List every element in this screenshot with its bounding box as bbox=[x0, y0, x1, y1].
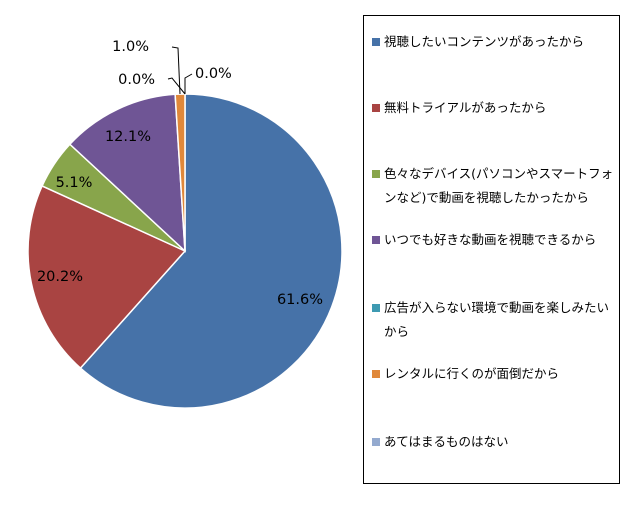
pie-slices bbox=[27, 93, 343, 409]
data-label: 61.6% bbox=[277, 292, 323, 308]
data-label: 20.2% bbox=[37, 269, 83, 285]
data-label: 0.0% bbox=[118, 72, 155, 88]
legend-swatch bbox=[372, 170, 380, 178]
leader-line bbox=[184, 73, 193, 94]
leader-lines bbox=[167, 46, 193, 95]
pie-slice bbox=[68, 93, 186, 253]
data-label: 1.0% bbox=[112, 39, 149, 55]
legend: 視聴したいコンテンツがあったから 無料トライアルがあったから 色々なデバイス(パ… bbox=[363, 15, 620, 484]
legend-item: 無料トライアルがあったから bbox=[372, 96, 616, 120]
data-label: 0.0% bbox=[195, 66, 232, 82]
legend-item: あてはまるものはない bbox=[372, 430, 616, 454]
legend-label: 視聴したいコンテンツがあったから bbox=[384, 34, 585, 49]
legend-swatch bbox=[372, 104, 380, 112]
legend-label: いつでも好きな動画を視聴できるから bbox=[384, 232, 597, 247]
legend-item: 広告が入らない環境で動画を楽しみたいから bbox=[372, 296, 616, 344]
legend-item: 色々なデバイス(パソコンやスマートフォンなど)で動画を視聴したかったから bbox=[372, 162, 616, 210]
legend-item: いつでも好きな動画を視聴できるから bbox=[372, 228, 616, 252]
pie-slice bbox=[27, 184, 187, 370]
legend-swatch bbox=[372, 304, 380, 312]
data-label: 12.1% bbox=[105, 129, 151, 145]
legend-swatch bbox=[372, 38, 380, 46]
legend-item: 視聴したいコンテンツがあったから bbox=[372, 30, 616, 54]
pie-slice bbox=[79, 93, 343, 409]
data-labels: 61.6% 20.2% 5.1% 12.1% 0.0% 1.0% 0.0% bbox=[37, 39, 323, 308]
legend-label: 色々なデバイス(パソコンやスマートフォンなど)で動画を視聴したかったから bbox=[384, 166, 614, 205]
legend-swatch bbox=[372, 370, 380, 378]
legend-label: 無料トライアルがあったから bbox=[384, 100, 547, 115]
data-label: 5.1% bbox=[56, 175, 93, 191]
legend-label: あてはまるものはない bbox=[384, 434, 509, 449]
legend-swatch bbox=[372, 438, 380, 446]
leader-line bbox=[167, 77, 186, 95]
legend-swatch bbox=[372, 236, 380, 244]
legend-label: レンタルに行くのが面倒だから bbox=[384, 366, 560, 381]
legend-item: レンタルに行くのが面倒だから bbox=[372, 362, 616, 386]
legend-label: 広告が入らない環境で動画を楽しみたいから bbox=[384, 300, 610, 339]
leader-line bbox=[171, 46, 181, 95]
